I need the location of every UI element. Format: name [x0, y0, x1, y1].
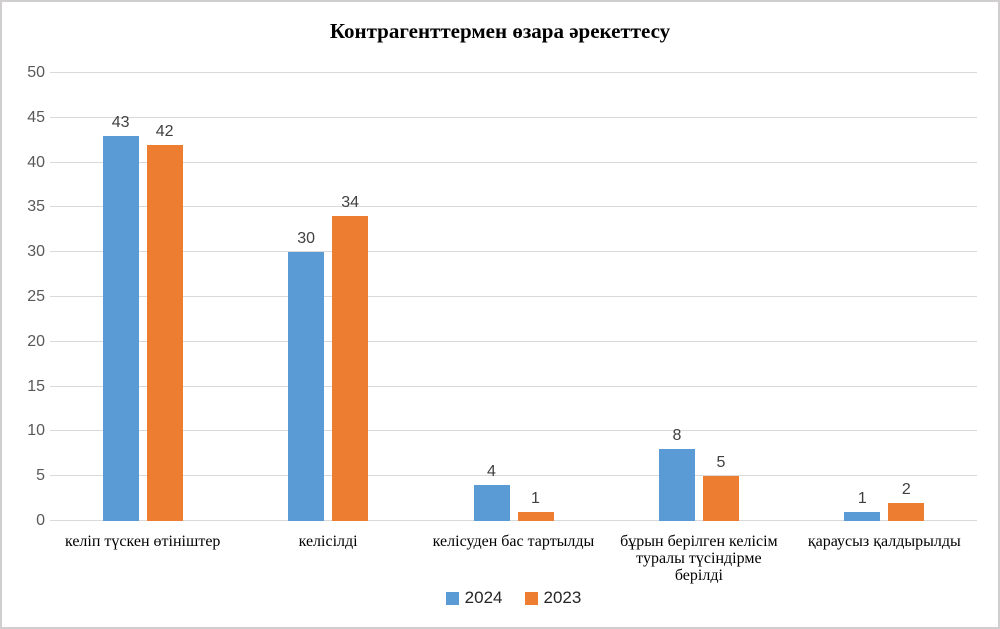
legend-swatch-2024	[445, 591, 459, 605]
bar-value-label: 1	[531, 490, 540, 508]
bar-2024	[844, 512, 881, 521]
bar-2024	[658, 449, 695, 521]
y-axis: 0 5 10 15 20 25 30 35 40 45 50	[2, 64, 45, 529]
category-label: келіп түскен өтініштер	[64, 533, 221, 550]
legend-swatch-2023	[524, 591, 538, 605]
bar-value-label: 8	[672, 427, 682, 445]
legend-label: 2024	[464, 588, 503, 607]
gridline	[50, 430, 977, 432]
y-tick-label: 50	[27, 64, 45, 81]
gridline	[50, 296, 977, 297]
y-tick-label: 5	[36, 467, 45, 485]
y-tick-label: 15	[27, 377, 45, 395]
legend-label: 2023	[543, 588, 582, 607]
bar-value-label: 42	[155, 122, 174, 140]
bar-value-label: 4	[487, 463, 496, 481]
bar-2024	[473, 485, 510, 521]
bar-2023	[146, 144, 183, 521]
category-label: бұрын берілген келісім туралы түсіндірме…	[620, 533, 778, 584]
category-label: келісуден бас тартылды	[432, 533, 595, 550]
y-tick-label: 30	[27, 243, 45, 261]
bar-2024	[288, 252, 325, 521]
category-label: келісілді	[298, 533, 358, 550]
bar-2023	[517, 512, 554, 521]
bar-value-label: 5	[716, 454, 726, 472]
y-tick-label: 10	[27, 422, 45, 440]
bar-2023	[332, 216, 369, 521]
chart-title: Контрагенттермен өзара әрекеттесу	[329, 19, 671, 43]
category-label: қараусыз қалдырылды	[807, 533, 961, 550]
y-tick-label: 25	[27, 288, 45, 305]
y-tick-label: 40	[27, 153, 45, 171]
bar-value-label: 34	[341, 194, 359, 212]
gridline	[50, 206, 977, 208]
bar-value-label: 1	[857, 490, 867, 508]
bar-value-label: 2	[901, 481, 911, 499]
gridline	[50, 385, 977, 387]
y-tick-label: 35	[27, 198, 45, 216]
plot-area: 43 42 30 34 4 1 8 5 1 2	[50, 72, 977, 521]
bar-2024	[102, 135, 139, 521]
legend-item-2023: 2023	[524, 588, 582, 608]
gridline	[50, 116, 977, 118]
gridline	[50, 475, 977, 477]
bar-2023	[888, 503, 925, 521]
bar-2023	[702, 476, 739, 521]
gridline	[50, 72, 977, 73]
bar-value-label: 30	[297, 230, 315, 248]
gridline	[50, 520, 977, 521]
bar-value-label: 43	[111, 113, 130, 131]
gridline	[50, 251, 977, 253]
legend-item-2024: 2024	[445, 588, 503, 608]
gridline	[50, 340, 977, 342]
y-tick-label: 0	[36, 512, 45, 529]
gridline	[50, 161, 977, 163]
x-axis-labels: келіп түскен өтініштер келісілді келісуден…	[50, 533, 977, 584]
legend: 2024 2023	[50, 588, 977, 608]
y-tick-label: 45	[27, 108, 45, 126]
y-tick-label: 20	[27, 332, 45, 350]
